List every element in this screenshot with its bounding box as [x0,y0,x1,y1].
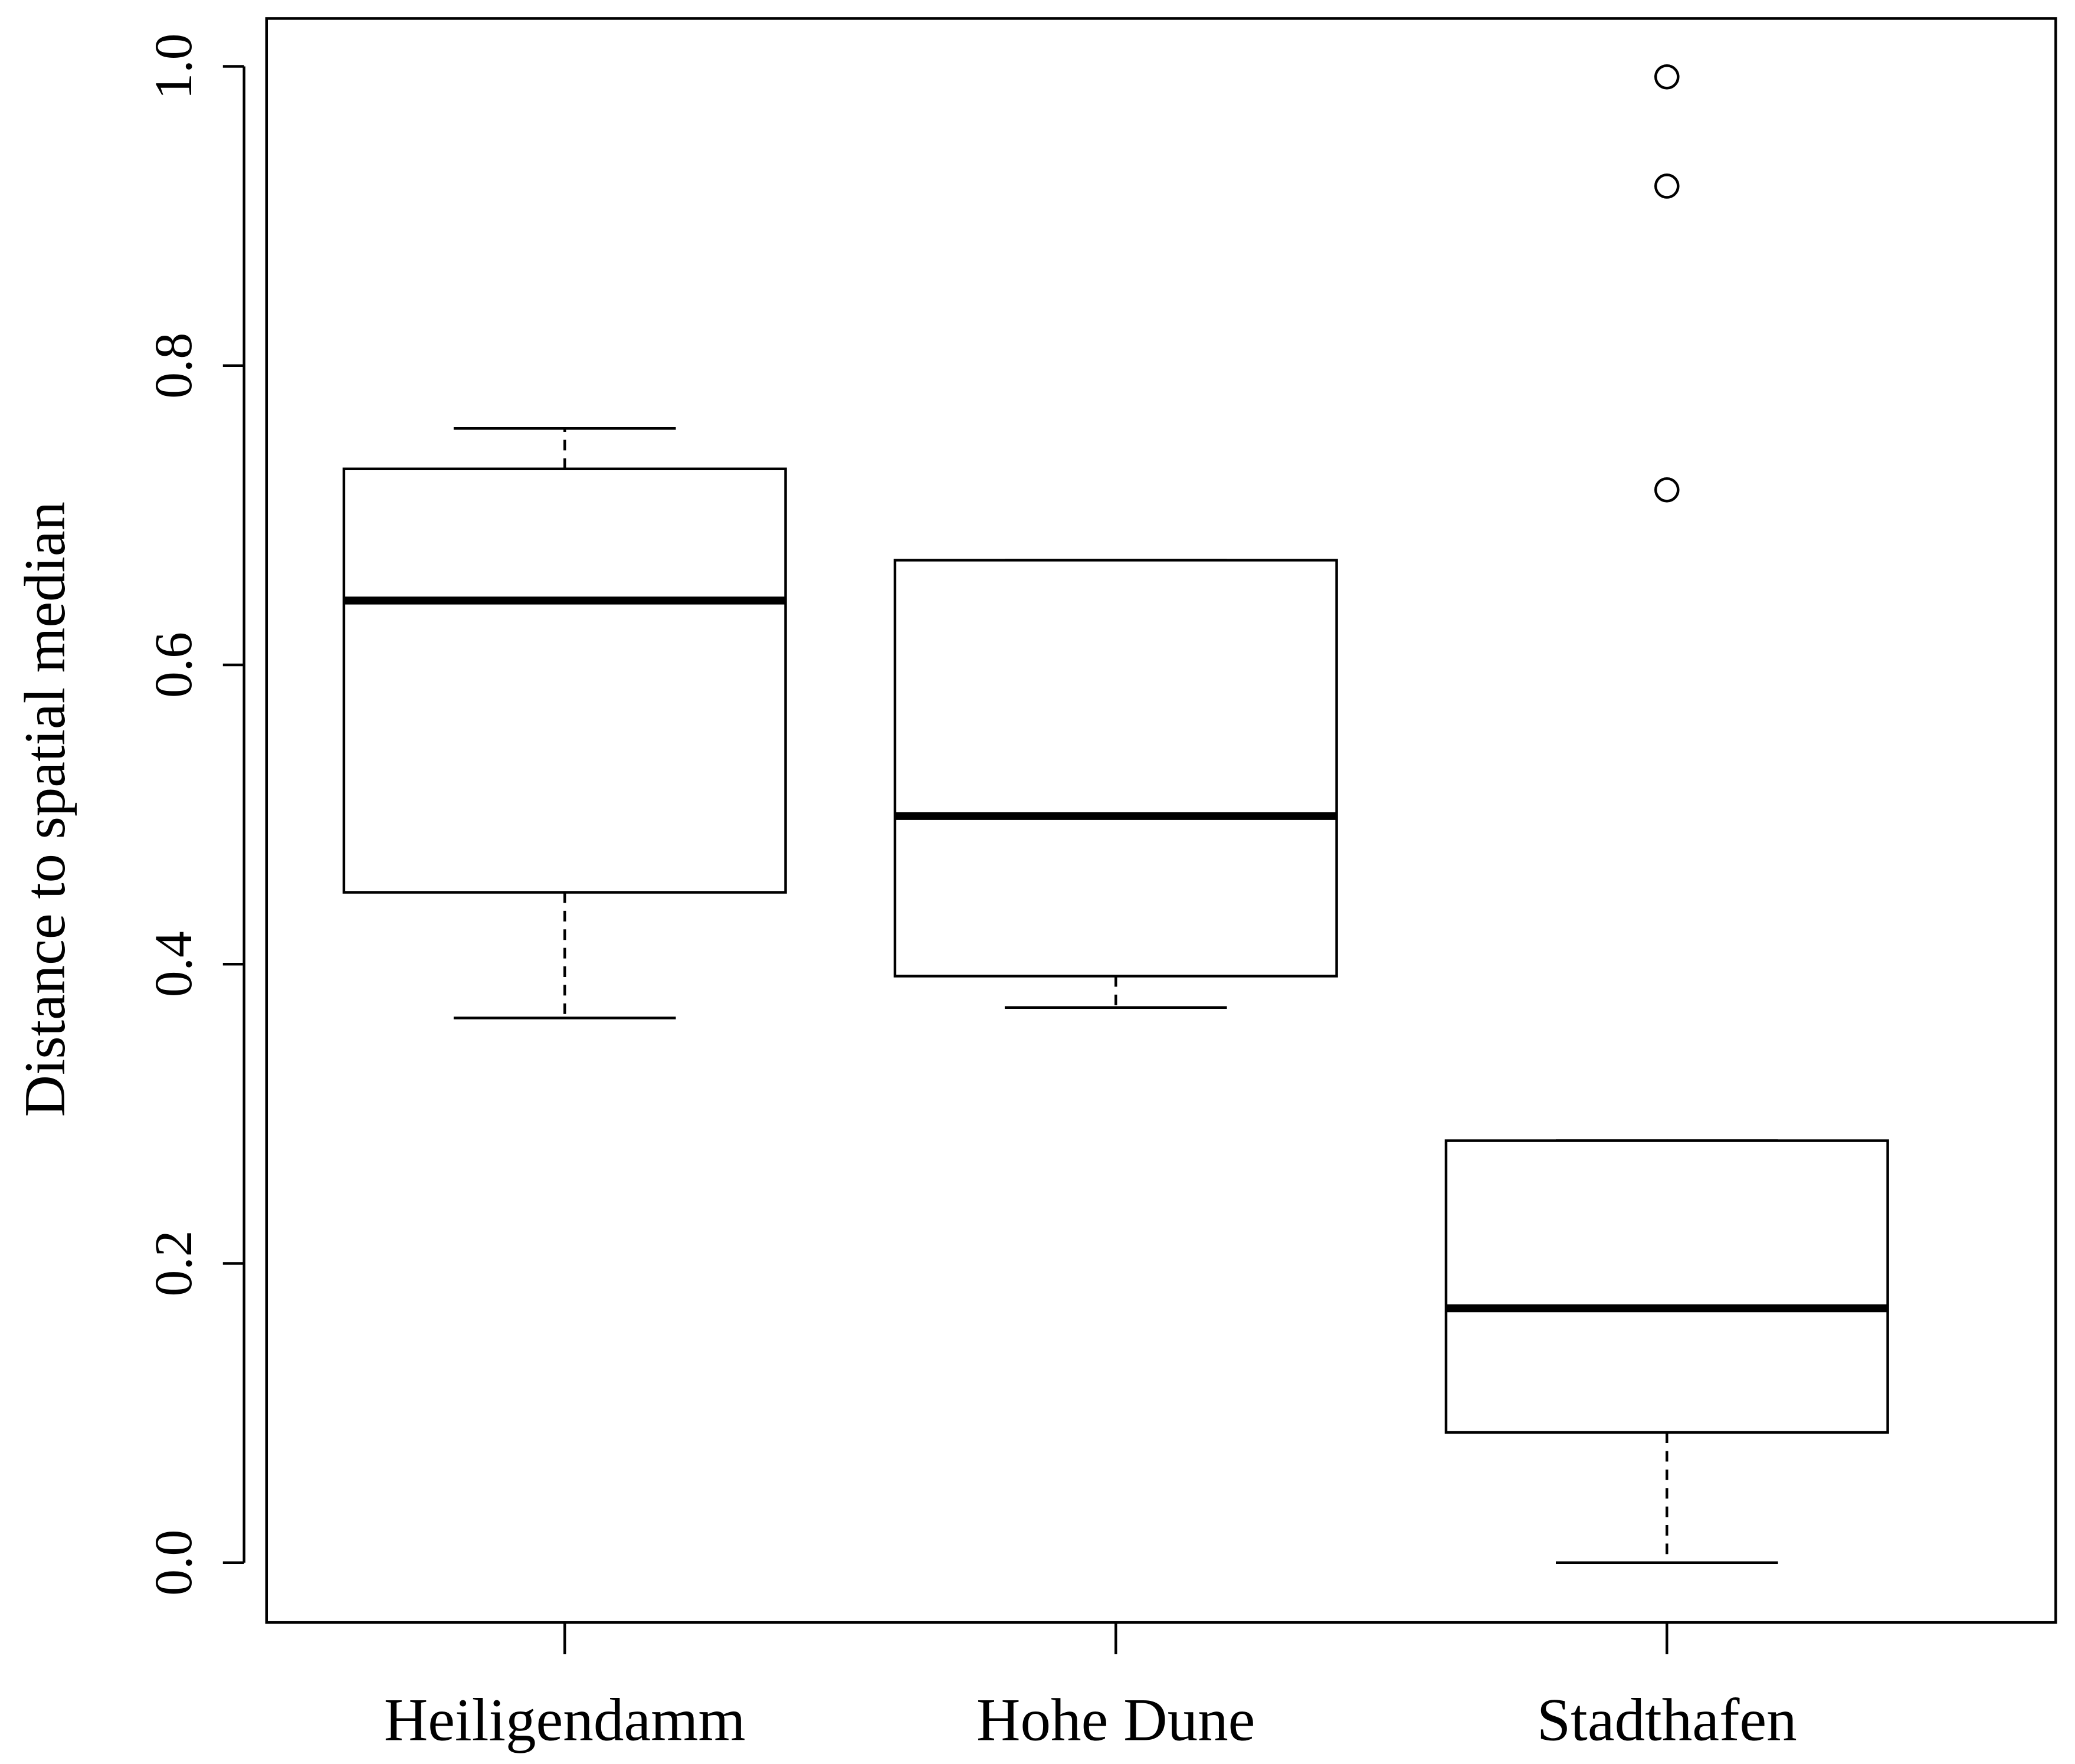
plot-frame [265,17,2057,1624]
box [342,467,787,894]
outlier [1654,64,1680,90]
x-tick-label: Stadthafen [1537,1687,1797,1754]
y-tick-label: 0.0 [145,1530,203,1596]
box [1444,1139,1889,1434]
y-tick-label: 0.8 [145,333,203,399]
y-tick-label: 1.0 [145,34,203,100]
box [893,559,1338,978]
y-tick-label: 0.4 [145,931,203,997]
outlier [1654,173,1680,199]
x-tick-label: Heiligendamm [384,1687,746,1754]
y-tick-label: 0.2 [145,1230,203,1296]
x-tick-label: Hohe Dune [976,1687,1255,1754]
outlier [1654,477,1680,503]
y-tick-label: 0.6 [145,632,203,698]
y-axis-label: Distance to spatial median [13,501,77,1117]
